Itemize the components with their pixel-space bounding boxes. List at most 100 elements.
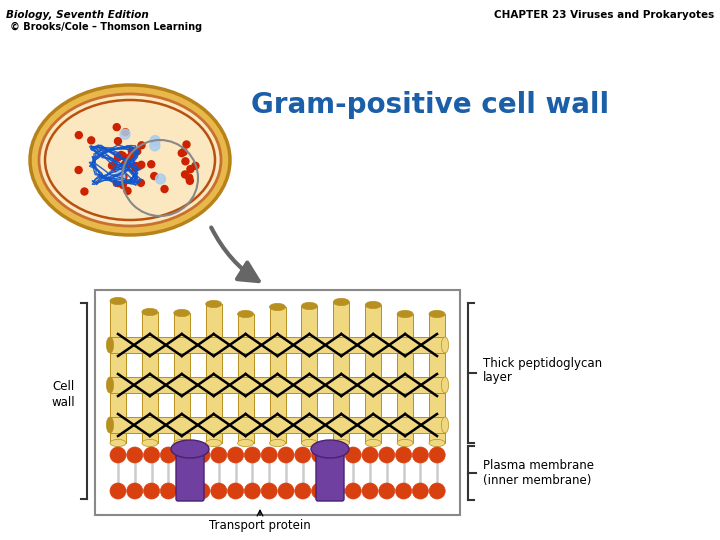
Text: CHAPTER 23 Viruses and Prokaryotes: CHAPTER 23 Viruses and Prokaryotes: [494, 10, 714, 20]
Circle shape: [278, 483, 294, 499]
Circle shape: [244, 483, 261, 499]
Circle shape: [114, 180, 122, 187]
Ellipse shape: [107, 337, 114, 353]
Circle shape: [81, 188, 88, 195]
Circle shape: [261, 483, 277, 499]
Circle shape: [182, 158, 189, 165]
Ellipse shape: [238, 440, 253, 447]
Bar: [269, 307, 286, 443]
Circle shape: [294, 447, 311, 463]
Circle shape: [75, 166, 82, 173]
Ellipse shape: [429, 310, 445, 318]
Circle shape: [181, 171, 189, 178]
Circle shape: [109, 162, 115, 169]
Ellipse shape: [171, 440, 209, 458]
Ellipse shape: [365, 301, 381, 308]
Circle shape: [211, 483, 227, 499]
Ellipse shape: [441, 417, 449, 433]
Ellipse shape: [206, 440, 222, 447]
Ellipse shape: [269, 440, 286, 447]
Bar: [206, 304, 222, 443]
Circle shape: [124, 187, 131, 194]
Ellipse shape: [311, 440, 349, 458]
Ellipse shape: [206, 300, 222, 308]
Ellipse shape: [429, 440, 445, 447]
Circle shape: [429, 483, 445, 499]
Circle shape: [179, 150, 185, 157]
Text: Transport protein: Transport protein: [209, 519, 311, 532]
Circle shape: [312, 483, 328, 499]
Circle shape: [177, 447, 193, 463]
Circle shape: [261, 447, 277, 463]
Circle shape: [362, 447, 378, 463]
Circle shape: [148, 161, 155, 168]
Circle shape: [362, 483, 378, 499]
Ellipse shape: [30, 85, 230, 235]
Circle shape: [328, 483, 344, 499]
Circle shape: [117, 152, 125, 159]
Ellipse shape: [107, 377, 114, 393]
Ellipse shape: [397, 440, 413, 447]
Circle shape: [161, 447, 176, 463]
Circle shape: [161, 186, 168, 193]
Ellipse shape: [39, 94, 221, 226]
Ellipse shape: [110, 440, 126, 447]
Circle shape: [128, 147, 135, 154]
Bar: [397, 314, 413, 443]
Circle shape: [114, 154, 122, 161]
Circle shape: [110, 483, 126, 499]
Circle shape: [150, 136, 160, 146]
Circle shape: [110, 447, 126, 463]
Ellipse shape: [110, 298, 126, 305]
Circle shape: [180, 148, 187, 156]
Circle shape: [429, 447, 445, 463]
Ellipse shape: [441, 377, 449, 393]
Ellipse shape: [142, 440, 158, 447]
Circle shape: [192, 163, 199, 170]
Circle shape: [113, 124, 120, 131]
Circle shape: [143, 447, 160, 463]
Circle shape: [127, 483, 143, 499]
Circle shape: [244, 447, 261, 463]
Circle shape: [117, 165, 127, 175]
Circle shape: [186, 174, 193, 181]
Ellipse shape: [397, 310, 413, 318]
FancyBboxPatch shape: [316, 447, 344, 501]
Circle shape: [228, 483, 243, 499]
Text: Biology, Seventh Edition: Biology, Seventh Edition: [6, 10, 149, 20]
Bar: [174, 313, 190, 443]
Circle shape: [112, 165, 120, 172]
Circle shape: [413, 447, 428, 463]
Circle shape: [114, 138, 122, 145]
Bar: [142, 312, 158, 443]
Ellipse shape: [365, 440, 381, 447]
Circle shape: [186, 177, 194, 184]
Ellipse shape: [333, 440, 349, 447]
Circle shape: [76, 132, 82, 139]
Bar: [110, 301, 126, 443]
Circle shape: [134, 148, 140, 155]
Circle shape: [345, 483, 361, 499]
Circle shape: [228, 447, 243, 463]
Text: Gram-positive cell wall: Gram-positive cell wall: [251, 91, 609, 119]
Circle shape: [138, 179, 145, 186]
Ellipse shape: [302, 302, 318, 309]
Circle shape: [138, 142, 145, 149]
Ellipse shape: [142, 308, 158, 315]
Text: © Brooks/Cole – Thomson Learning: © Brooks/Cole – Thomson Learning: [10, 22, 202, 32]
Circle shape: [278, 447, 294, 463]
Ellipse shape: [302, 440, 318, 447]
Circle shape: [122, 129, 129, 136]
Ellipse shape: [107, 417, 114, 433]
Circle shape: [150, 173, 158, 180]
Circle shape: [294, 483, 311, 499]
Bar: [365, 305, 381, 443]
Circle shape: [132, 163, 140, 170]
Circle shape: [132, 164, 139, 171]
Circle shape: [127, 153, 134, 160]
Circle shape: [120, 181, 127, 188]
Circle shape: [395, 447, 412, 463]
Circle shape: [379, 447, 395, 463]
Ellipse shape: [269, 303, 286, 310]
Circle shape: [127, 447, 143, 463]
